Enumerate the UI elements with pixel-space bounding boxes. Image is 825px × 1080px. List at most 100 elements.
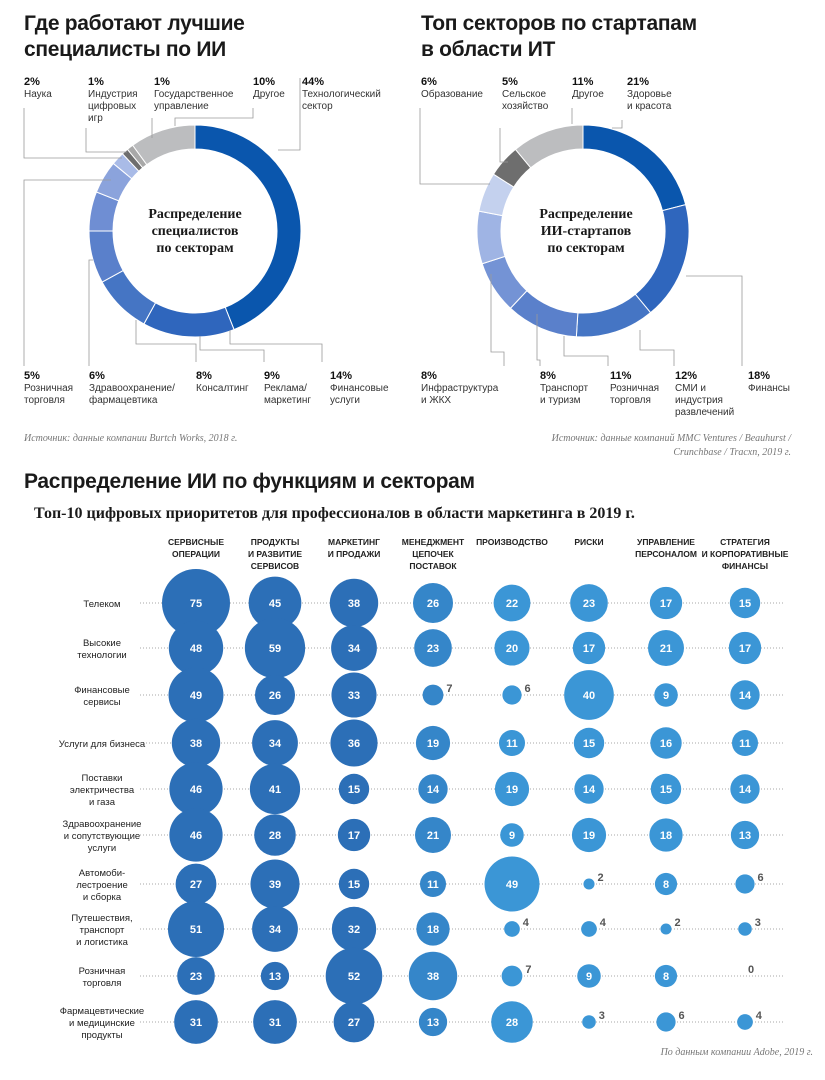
bubble-value: 26 <box>427 598 439 610</box>
bubble <box>491 1001 533 1043</box>
bubble-value: 34 <box>269 924 282 936</box>
bubble-value: 18 <box>427 924 439 936</box>
row-label: Поставки <box>82 773 123 784</box>
bubble <box>494 630 530 666</box>
bubble <box>730 774 760 804</box>
sector-name: Розничная <box>610 383 660 394</box>
percent-value: 8% <box>421 370 437 382</box>
sector-name: и туризм <box>540 395 581 406</box>
column-header: СЕРВИСНЫЕ <box>168 537 224 547</box>
bubble <box>728 631 762 665</box>
bubble <box>331 672 377 718</box>
sector-name: индустрия <box>675 395 723 406</box>
sector-name: Сельское <box>502 89 547 100</box>
leader-line <box>490 274 505 366</box>
bubble-value: 33 <box>348 690 360 702</box>
bubble-value: 36 <box>348 738 360 750</box>
sector-name: СМИ и <box>675 383 706 394</box>
leader-line <box>278 78 301 151</box>
left-bottom-label: 14% Финансовые услуги <box>330 370 389 407</box>
row-label: технологии <box>77 650 126 661</box>
bubble <box>504 921 520 937</box>
bubble-value: 9 <box>663 690 669 702</box>
bubble <box>729 587 761 619</box>
bubble <box>260 961 290 991</box>
bubble <box>171 718 221 768</box>
leader-line <box>85 128 127 153</box>
right-bottom-label: 8% Транспорт и туризм <box>540 370 588 407</box>
leader-line <box>135 320 197 362</box>
bubble-value: 21 <box>660 643 672 655</box>
bubble-value: 3 <box>599 1010 605 1022</box>
bubble <box>649 818 683 852</box>
bubble <box>484 856 540 912</box>
percent-value: 21% <box>627 76 650 88</box>
sector-name: Консалтинг <box>196 383 249 394</box>
leader-line <box>536 314 541 366</box>
bubble-value: 11 <box>739 738 751 750</box>
percent-value: 1% <box>88 76 104 88</box>
bubble <box>574 774 604 804</box>
bubble <box>162 569 230 637</box>
bubble <box>408 951 458 1001</box>
leader-line <box>88 259 93 366</box>
bubble-value: 14 <box>583 784 596 796</box>
bubble <box>333 1001 375 1043</box>
bubble <box>253 1000 297 1044</box>
bubble <box>252 906 298 952</box>
bubble <box>570 584 608 622</box>
bubble-value: 75 <box>190 598 202 610</box>
right-top-label: 6% Образование <box>421 76 483 101</box>
sector-name: игр <box>88 113 103 124</box>
bubble-matrix-chart: СЕРВИСНЫЕ ОПЕРАЦИИ ПРОДУКТЫ И РАЗВИТИЕ СЕРВИ… <box>59 537 789 1044</box>
bubble-value: 51 <box>190 924 202 936</box>
sector-name: Технологический <box>302 89 381 100</box>
column-header: И ПРОДАЖИ <box>328 549 381 559</box>
bubble-value: 49 <box>506 879 518 891</box>
percent-value: 8% <box>196 370 212 382</box>
bubble-value: 52 <box>348 971 360 983</box>
bubble-value: 6 <box>679 1010 685 1022</box>
bubble-value: 38 <box>427 971 439 983</box>
row-label: Высокие <box>83 638 121 649</box>
bubble <box>418 1007 448 1037</box>
sector-name: Образование <box>421 89 483 100</box>
bubble <box>244 617 306 679</box>
bubble-value: 34 <box>269 738 282 750</box>
bubble <box>415 725 451 761</box>
sector-name: Финансовые <box>330 383 389 394</box>
sector-name: Инфраструктура <box>421 383 499 394</box>
bubble-value: 19 <box>427 738 439 750</box>
donut-chart-startups <box>419 108 743 366</box>
bubble <box>583 878 595 890</box>
sector-name: Индустрия <box>88 89 138 100</box>
row-label: Розничная <box>79 966 126 977</box>
column-header: ПОСТАВОК <box>409 561 457 571</box>
row-label: продукты <box>81 1030 122 1041</box>
sector-name: и ЖКХ <box>421 395 452 406</box>
left-top-label: 10% Другое <box>253 76 285 101</box>
bubble <box>738 922 752 936</box>
bubble <box>650 773 682 805</box>
bubble <box>730 680 760 710</box>
bubble <box>572 631 606 665</box>
leader-line <box>419 108 490 185</box>
bubble <box>501 965 523 987</box>
bubble-chart-source: По данным компании Adobe, 2019 г. <box>660 1047 813 1058</box>
bubble-value: 26 <box>269 690 281 702</box>
left-top-label: 1% Государственное управление <box>154 76 233 113</box>
donut-slice <box>582 124 687 212</box>
bubble-value: 15 <box>739 598 751 610</box>
bubble <box>169 808 223 862</box>
column-header: РИСКИ <box>574 537 603 547</box>
bubble-value: 19 <box>506 784 518 796</box>
bubble <box>660 923 672 935</box>
bubble <box>731 729 759 757</box>
percent-value: 44% <box>302 76 325 88</box>
sector-name: Государственное <box>154 89 234 100</box>
bubble <box>654 964 678 988</box>
left-bottom-label: 9% Реклама/маркетинг <box>264 370 311 407</box>
donut-slice <box>476 210 506 265</box>
row-label: и логистика <box>76 937 128 948</box>
right-bottom-label: 8% Инфраструктура и ЖКХ <box>421 370 498 407</box>
